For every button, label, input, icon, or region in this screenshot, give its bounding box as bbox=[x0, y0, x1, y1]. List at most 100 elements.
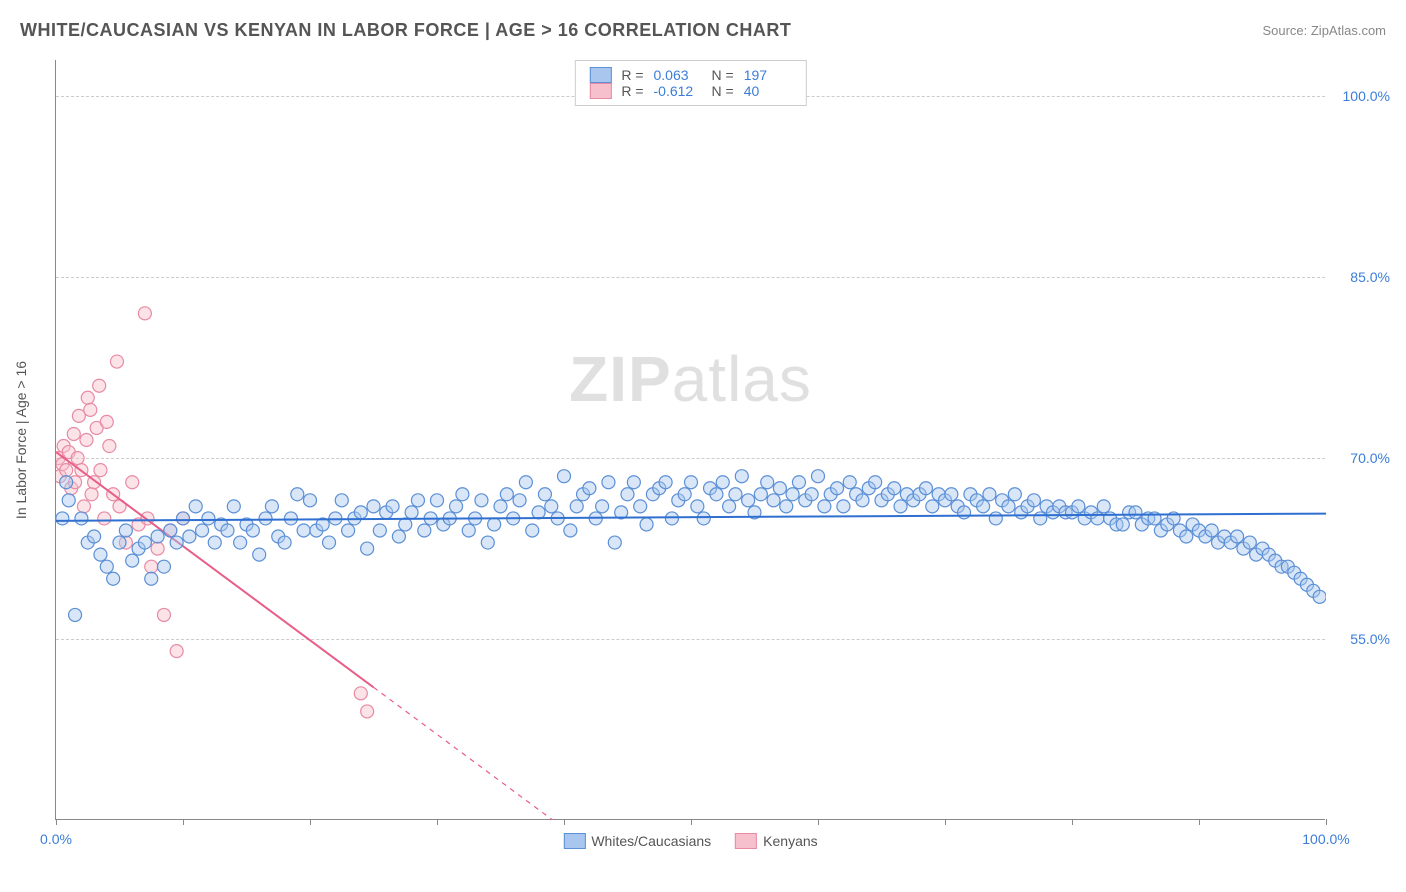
data-point-whites bbox=[475, 494, 488, 507]
data-point-whites bbox=[856, 494, 869, 507]
chart-title: WHITE/CAUCASIAN VS KENYAN IN LABOR FORCE… bbox=[20, 20, 791, 41]
data-point-whites bbox=[177, 512, 190, 525]
data-point-whites bbox=[926, 500, 939, 513]
data-point-whites bbox=[945, 488, 958, 501]
xtick-label: 0.0% bbox=[40, 831, 72, 847]
data-point-whites bbox=[208, 536, 221, 549]
data-point-whites bbox=[742, 494, 755, 507]
data-point-whites bbox=[462, 524, 475, 537]
data-point-whites bbox=[958, 506, 971, 519]
data-point-whites bbox=[558, 470, 571, 483]
data-point-kenyans bbox=[151, 542, 164, 555]
data-point-whites bbox=[538, 488, 551, 501]
data-point-whites bbox=[627, 476, 640, 489]
data-point-whites bbox=[1129, 506, 1142, 519]
source-attribution: Source: ZipAtlas.com bbox=[1262, 23, 1386, 38]
data-point-whites bbox=[418, 524, 431, 537]
data-point-whites bbox=[831, 482, 844, 495]
data-point-kenyans bbox=[157, 608, 170, 621]
data-point-whites bbox=[888, 482, 901, 495]
data-point-whites bbox=[500, 488, 513, 501]
legend-label-kenyans: Kenyans bbox=[763, 833, 817, 849]
data-point-whites bbox=[1034, 512, 1047, 525]
data-point-whites bbox=[234, 536, 247, 549]
data-point-whites bbox=[411, 494, 424, 507]
data-point-whites bbox=[164, 524, 177, 537]
ytick-label: 55.0% bbox=[1350, 631, 1390, 647]
data-point-whites bbox=[291, 488, 304, 501]
data-point-whites bbox=[564, 524, 577, 537]
ytick-label: 85.0% bbox=[1350, 269, 1390, 285]
data-point-whites bbox=[634, 500, 647, 513]
swatch-whites bbox=[589, 67, 611, 83]
data-point-whites bbox=[246, 524, 259, 537]
data-point-whites bbox=[304, 494, 317, 507]
data-point-whites bbox=[843, 476, 856, 489]
data-point-whites bbox=[189, 500, 202, 513]
data-point-whites bbox=[113, 536, 126, 549]
data-point-whites bbox=[894, 500, 907, 513]
data-point-whites bbox=[405, 506, 418, 519]
data-point-whites bbox=[367, 500, 380, 513]
data-point-whites bbox=[1116, 518, 1129, 531]
xtick bbox=[1326, 819, 1327, 825]
data-point-kenyans bbox=[98, 512, 111, 525]
data-point-whites bbox=[481, 536, 494, 549]
ytick-label: 70.0% bbox=[1350, 450, 1390, 466]
data-point-kenyans bbox=[126, 476, 139, 489]
plot-area: In Labor Force | Age > 16 ZIPatlas R = 0… bbox=[55, 60, 1325, 820]
data-point-whites bbox=[488, 518, 501, 531]
data-point-whites bbox=[335, 494, 348, 507]
data-point-whites bbox=[107, 572, 120, 585]
data-point-whites bbox=[183, 530, 196, 543]
data-point-whites bbox=[202, 512, 215, 525]
legend-item-kenyans: Kenyans bbox=[735, 833, 817, 849]
data-point-whites bbox=[602, 476, 615, 489]
data-point-whites bbox=[767, 494, 780, 507]
data-point-whites bbox=[69, 608, 82, 621]
data-point-whites bbox=[780, 500, 793, 513]
data-point-whites bbox=[145, 572, 158, 585]
data-point-whites bbox=[1243, 536, 1256, 549]
data-point-whites bbox=[977, 500, 990, 513]
data-point-whites bbox=[431, 494, 444, 507]
data-point-whites bbox=[761, 476, 774, 489]
data-point-whites bbox=[583, 482, 596, 495]
data-point-whites bbox=[284, 512, 297, 525]
swatch-kenyans bbox=[589, 83, 611, 99]
r-value-kenyans: -0.612 bbox=[654, 83, 702, 99]
data-point-kenyans bbox=[170, 645, 183, 658]
legend-row-whites: R = 0.063 N = 197 bbox=[589, 67, 791, 83]
data-point-whites bbox=[596, 500, 609, 513]
data-point-whites bbox=[354, 506, 367, 519]
data-point-whites bbox=[1091, 512, 1104, 525]
data-point-whites bbox=[88, 530, 101, 543]
r-value-whites: 0.063 bbox=[654, 67, 702, 83]
data-point-kenyans bbox=[80, 434, 93, 447]
data-point-whites bbox=[170, 536, 183, 549]
data-point-kenyans bbox=[81, 391, 94, 404]
data-point-whites bbox=[60, 476, 73, 489]
series-legend: Whites/Caucasians Kenyans bbox=[563, 833, 817, 849]
data-point-whites bbox=[196, 524, 209, 537]
data-point-whites bbox=[227, 500, 240, 513]
data-point-whites bbox=[392, 530, 405, 543]
data-point-kenyans bbox=[93, 379, 106, 392]
data-point-whites bbox=[983, 488, 996, 501]
data-point-whites bbox=[1002, 500, 1015, 513]
data-point-kenyans bbox=[145, 560, 158, 573]
data-point-whites bbox=[786, 488, 799, 501]
data-point-whites bbox=[1205, 524, 1218, 537]
data-point-whites bbox=[697, 512, 710, 525]
data-point-whites bbox=[1027, 494, 1040, 507]
data-point-kenyans bbox=[138, 307, 151, 320]
data-point-whites bbox=[265, 500, 278, 513]
data-point-kenyans bbox=[361, 705, 374, 718]
data-point-whites bbox=[837, 500, 850, 513]
data-point-whites bbox=[75, 512, 88, 525]
data-point-kenyans bbox=[354, 687, 367, 700]
data-point-kenyans bbox=[77, 500, 90, 513]
data-point-whites bbox=[519, 476, 532, 489]
data-point-whites bbox=[608, 536, 621, 549]
data-point-whites bbox=[1313, 590, 1326, 603]
